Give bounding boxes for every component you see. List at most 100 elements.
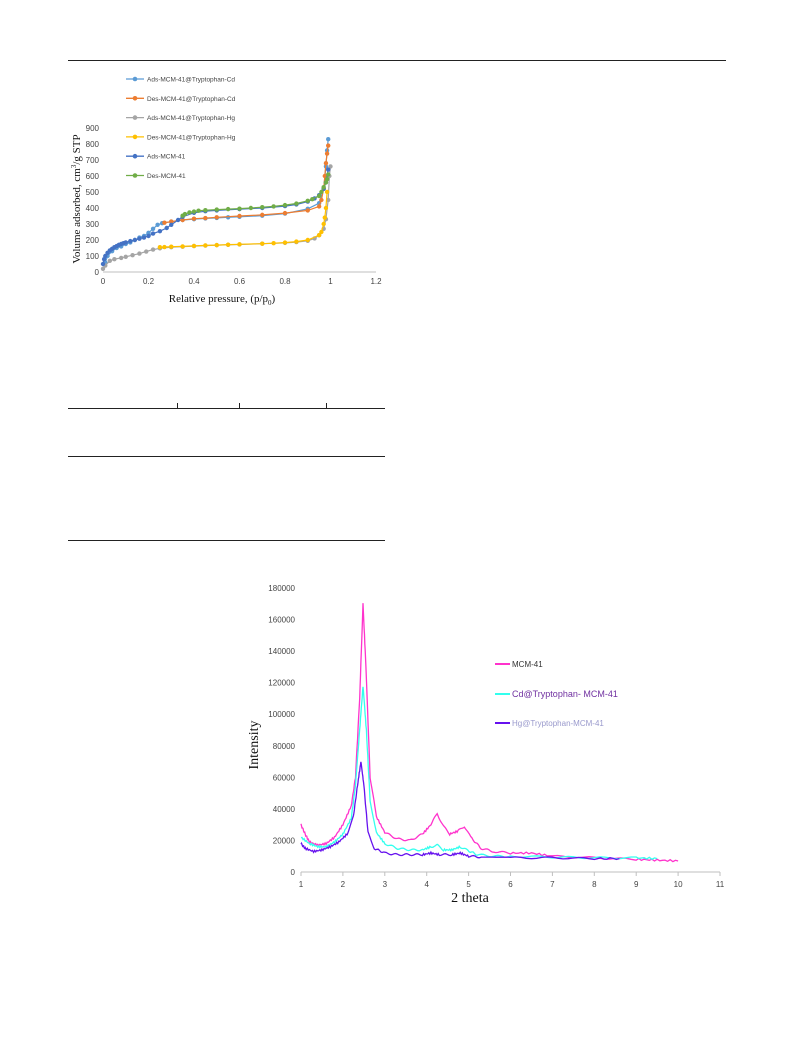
data-point bbox=[305, 208, 310, 213]
table-bottom-rule bbox=[68, 540, 385, 541]
table-column-tick bbox=[177, 403, 178, 408]
data-point bbox=[157, 245, 163, 250]
data-point bbox=[132, 237, 138, 243]
data-point bbox=[294, 201, 299, 206]
data-point bbox=[175, 217, 181, 223]
x-tick-label: 11 bbox=[716, 880, 725, 889]
data-point bbox=[123, 254, 128, 259]
data-point bbox=[319, 229, 324, 235]
legend-swatch-marker bbox=[132, 134, 138, 140]
x-axis-title: Relative pressure, (p/p0) bbox=[169, 293, 276, 307]
data-point bbox=[214, 242, 219, 248]
x-axis-label-sub: 0 bbox=[268, 299, 272, 307]
data-point bbox=[324, 189, 330, 195]
data-point bbox=[191, 216, 197, 221]
table-column-tick bbox=[326, 403, 327, 408]
y-tick-label: 500 bbox=[86, 188, 100, 197]
data-point bbox=[282, 210, 288, 216]
data-point bbox=[203, 243, 208, 248]
data-point bbox=[162, 244, 167, 250]
data-point bbox=[326, 167, 331, 172]
data-point bbox=[191, 209, 197, 214]
data-point bbox=[214, 215, 219, 220]
x-tick-label: 1.2 bbox=[370, 277, 382, 286]
data-point bbox=[196, 208, 201, 213]
data-point bbox=[248, 205, 254, 211]
data-point bbox=[162, 220, 167, 225]
data-point bbox=[260, 205, 265, 210]
data-point bbox=[150, 226, 156, 231]
data-point bbox=[203, 215, 208, 221]
y-tick-label: 140000 bbox=[268, 647, 295, 656]
y-tick-label: 100 bbox=[86, 252, 100, 261]
x-tick-label: 1 bbox=[328, 277, 333, 286]
data-point bbox=[282, 202, 288, 208]
legend-label: Des-MCM-41 bbox=[147, 173, 186, 180]
data-point bbox=[100, 266, 106, 271]
data-point bbox=[150, 231, 156, 236]
data-point bbox=[180, 217, 185, 223]
y-tick-label: 200 bbox=[86, 236, 100, 245]
legend-label: Ads-MCM-41 bbox=[147, 154, 186, 161]
series-line-0 bbox=[300, 603, 679, 863]
data-point bbox=[321, 221, 326, 227]
data-point bbox=[180, 244, 185, 249]
x-tick-label: 0.6 bbox=[234, 277, 246, 286]
y-axis-label: Intensity bbox=[247, 721, 262, 770]
data-point bbox=[187, 210, 192, 215]
series-line-1 bbox=[300, 686, 658, 861]
data-point bbox=[323, 161, 329, 166]
table-column-tick bbox=[239, 403, 240, 408]
x-tick-label: 9 bbox=[634, 880, 639, 889]
y-tick-label: 700 bbox=[86, 156, 100, 165]
data-point bbox=[237, 206, 242, 211]
data-point bbox=[271, 241, 276, 246]
data-point bbox=[100, 261, 106, 267]
data-point bbox=[203, 208, 208, 213]
data-point bbox=[169, 244, 174, 249]
x-tick-label: 6 bbox=[508, 880, 513, 889]
data-point bbox=[180, 213, 185, 218]
legend-swatch-marker bbox=[132, 173, 138, 178]
data-point bbox=[146, 233, 151, 239]
x-axis-label: 2 theta bbox=[451, 891, 489, 906]
data-point bbox=[316, 233, 322, 238]
data-point bbox=[141, 235, 147, 240]
data-point bbox=[169, 222, 174, 227]
data-point bbox=[310, 197, 315, 202]
data-point bbox=[328, 164, 333, 169]
data-point bbox=[305, 237, 310, 243]
data-point bbox=[294, 239, 299, 244]
legend-label: Cd@Tryptophan- MCM-41 bbox=[512, 689, 618, 699]
y-axis-title: Volume adsorbed, cm3/g STP bbox=[70, 134, 83, 263]
data-point bbox=[321, 185, 326, 190]
data-point bbox=[326, 137, 331, 142]
y-tick-label: 180000 bbox=[268, 584, 295, 593]
data-point bbox=[271, 204, 276, 209]
series-line-5 bbox=[182, 174, 329, 217]
data-point bbox=[282, 240, 288, 245]
data-point bbox=[191, 243, 197, 249]
data-point bbox=[130, 253, 135, 258]
data-point bbox=[146, 230, 151, 235]
legend-swatch-marker bbox=[132, 76, 138, 82]
x-tick-label: 4 bbox=[424, 880, 429, 889]
data-point bbox=[322, 173, 328, 179]
legend-label: Hg@Tryptophan-MCM-41 bbox=[512, 719, 604, 728]
data-point bbox=[107, 258, 113, 263]
data-point bbox=[128, 238, 133, 244]
data-point bbox=[123, 240, 128, 245]
data-point bbox=[326, 172, 331, 177]
y-tick-label: 400 bbox=[86, 204, 100, 213]
y-tick-label: 60000 bbox=[273, 773, 296, 782]
data-point bbox=[237, 242, 242, 247]
legend-label: Des-MCM-41@Tryptophan-Hg bbox=[147, 134, 236, 141]
x-tick-label: 8 bbox=[592, 880, 597, 889]
y-tick-label: 0 bbox=[95, 268, 100, 277]
y-tick-label: 160000 bbox=[268, 616, 295, 625]
x-tick-label: 0.2 bbox=[143, 277, 155, 286]
data-point bbox=[316, 204, 322, 209]
legend-label: Ads-MCM-41@Tryptophan-Hg bbox=[147, 115, 235, 122]
y-axis-label-end: /g STP bbox=[71, 134, 83, 164]
y-tick-label: 0 bbox=[291, 868, 296, 877]
